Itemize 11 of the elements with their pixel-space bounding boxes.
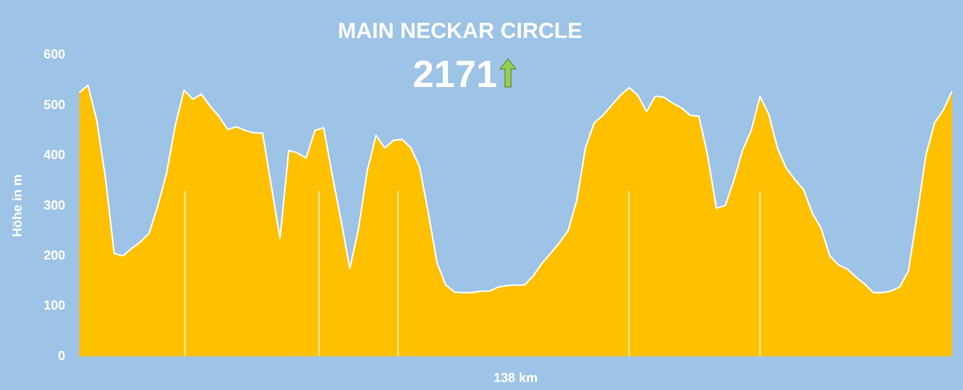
y-tick-label: 200 xyxy=(44,248,66,263)
y-tick-label: 0 xyxy=(58,348,66,363)
chart-subtitle: 2171 xyxy=(412,54,498,96)
x-axis-title: 138 km xyxy=(494,370,538,385)
y-tick-label: 600 xyxy=(44,46,66,62)
chart-title: MAIN NECKAR CIRCLE xyxy=(336,18,584,44)
y-tick-label: 400 xyxy=(44,147,66,162)
y-tick-label: 100 xyxy=(44,298,66,313)
y-tick-label: 500 xyxy=(44,96,66,112)
y-axis-title: Höhe in m xyxy=(9,174,24,238)
y-tick-label: 300 xyxy=(44,197,66,212)
